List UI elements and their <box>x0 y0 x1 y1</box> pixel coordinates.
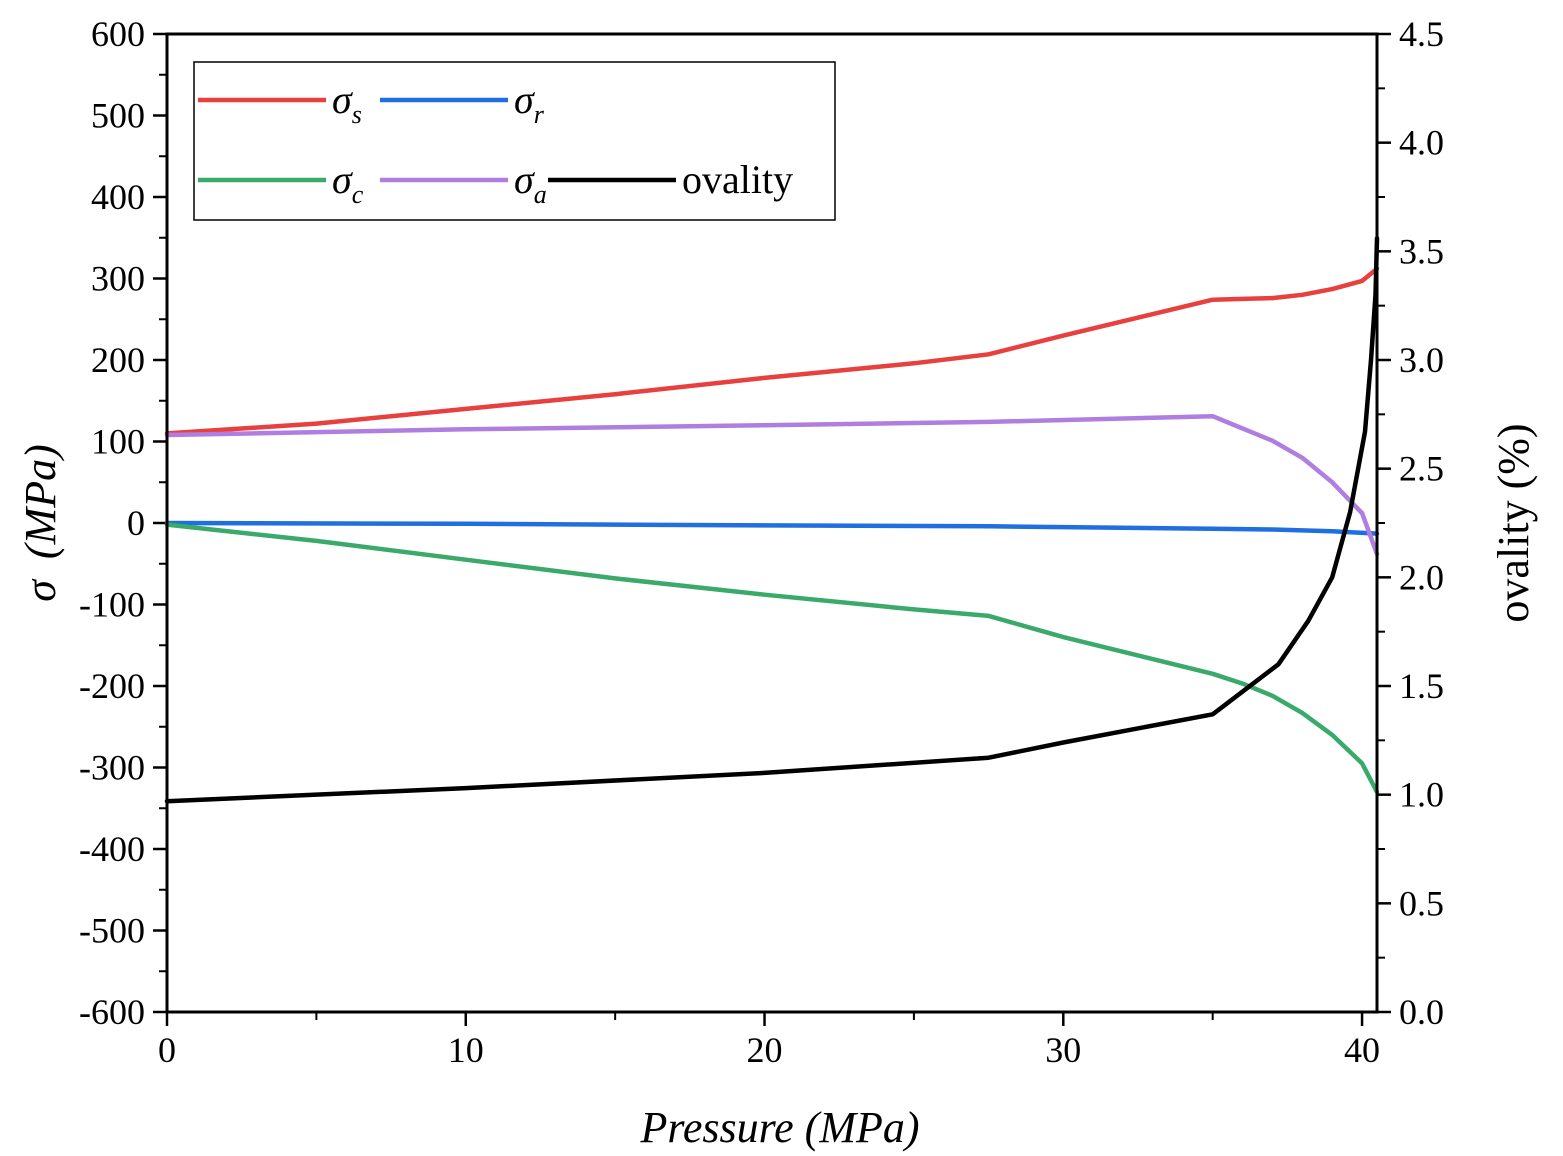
x-tick-label: 20 <box>747 1030 783 1070</box>
legend-box <box>193 61 836 221</box>
y-tick-label: 100 <box>91 422 145 462</box>
y-tick-label: 400 <box>91 177 145 217</box>
x-tick-label: 10 <box>448 1030 484 1070</box>
y2-tick-label: 2.0 <box>1399 557 1444 597</box>
y-tick-label: -100 <box>79 585 145 625</box>
legend-symbol: σ <box>332 77 353 122</box>
series-line-ovality <box>164 236 1380 804</box>
x-tick-label: 40 <box>1344 1030 1380 1070</box>
y-tick-label: -300 <box>79 748 145 788</box>
y-tick-label: -400 <box>79 829 145 869</box>
legend-label-sigma-c: σc <box>332 157 364 209</box>
y2-tick-label: 0.0 <box>1399 992 1444 1032</box>
tick-labels-layer: 0 10 20 30 40 -600 -500 -400 -300 -200 -100 0 100 200… <box>79 14 1444 1070</box>
y2-axis-title: ovality (%) <box>1489 423 1538 622</box>
legend-symbol: σ <box>332 157 353 202</box>
series-line-sigma-r <box>164 520 1380 536</box>
x-tick-label: 0 <box>158 1030 176 1070</box>
y2-tick-label: 1.0 <box>1399 775 1444 815</box>
plot-frame <box>165 32 1379 1014</box>
y-axis-unit: (MPa) <box>16 444 65 559</box>
series-layer <box>164 236 1380 804</box>
y-tick-label: -500 <box>79 911 145 951</box>
y-tick-label: 300 <box>91 259 145 299</box>
y2-tick-label: 4.0 <box>1399 123 1444 163</box>
y2-tick-label: 3.0 <box>1399 340 1444 380</box>
y-tick-label: 500 <box>91 96 145 136</box>
series-line-sigma-c <box>164 522 1380 795</box>
y-axis-symbol: σ <box>16 578 65 602</box>
y2-tick-label: 2.5 <box>1399 449 1444 489</box>
legend-label-ovality: ovality <box>682 157 793 202</box>
x-axis-title: Pressure (MPa) <box>640 1103 920 1152</box>
legend-symbol: σ <box>514 77 535 122</box>
legend-label-sigma-s: σs <box>332 77 362 129</box>
y2-tick-label: 0.5 <box>1399 883 1444 923</box>
legend-label-sigma-r: σr <box>514 77 545 129</box>
y2-tick-label: 1.5 <box>1399 666 1444 706</box>
y-tick-label: 0 <box>127 503 145 543</box>
legend-subscript: a <box>534 180 547 209</box>
series-line-sigma-s <box>164 266 1380 436</box>
y-tick-label: -200 <box>79 666 145 706</box>
legend-subscript: r <box>534 100 545 129</box>
y-tick-label: 200 <box>91 340 145 380</box>
legend-symbol: σ <box>514 157 535 202</box>
series-line-sigma-a <box>164 413 1380 557</box>
legend-subscript: c <box>352 180 364 209</box>
y-tick-label: 600 <box>91 14 145 54</box>
legend-subscript: s <box>352 100 362 129</box>
x-tick-label: 30 <box>1045 1030 1081 1070</box>
y2-tick-label: 3.5 <box>1399 231 1444 271</box>
y-axis-title: σ (MPa) <box>16 444 65 602</box>
y2-tick-label: 4.5 <box>1399 14 1444 54</box>
legend-label-sigma-a: σa <box>514 157 547 209</box>
y-tick-label: -600 <box>79 992 145 1032</box>
